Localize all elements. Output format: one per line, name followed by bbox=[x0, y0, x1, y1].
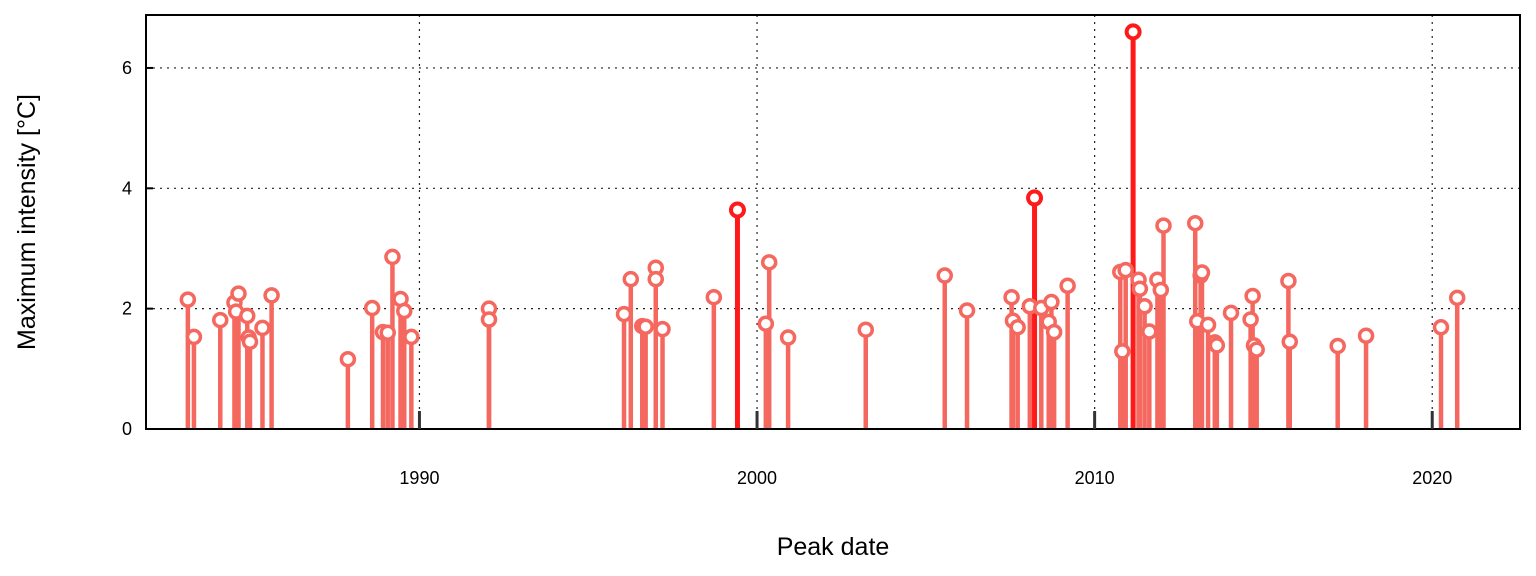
data-point bbox=[185, 328, 203, 346]
data-point bbox=[241, 333, 259, 350]
data-point bbox=[1193, 264, 1211, 281]
data-point bbox=[760, 254, 778, 271]
data-point bbox=[1280, 272, 1297, 290]
data-point bbox=[705, 288, 723, 306]
data-point bbox=[1281, 333, 1299, 350]
data-point bbox=[637, 318, 654, 335]
data-point bbox=[1131, 280, 1149, 298]
data-point bbox=[654, 320, 671, 338]
data-point bbox=[396, 302, 413, 320]
data-point bbox=[1043, 293, 1060, 311]
highlight-point bbox=[1124, 23, 1142, 41]
data-point bbox=[212, 311, 229, 329]
y-tick-label: 0 bbox=[122, 419, 132, 439]
data-point bbox=[1222, 304, 1240, 322]
data-point bbox=[1136, 297, 1153, 315]
data-point bbox=[384, 248, 401, 266]
data-point bbox=[339, 350, 357, 368]
data-point bbox=[622, 270, 640, 288]
data-point bbox=[757, 315, 775, 332]
tick-labels: 0 2 4 6 1990 2000 2010 2020 bbox=[122, 58, 1452, 488]
axis-ticks bbox=[146, 66, 1434, 430]
data-point bbox=[1045, 323, 1063, 341]
x-tick-label: 2000 bbox=[737, 468, 777, 488]
data-point bbox=[1155, 217, 1172, 234]
data-point bbox=[1448, 289, 1466, 307]
highlight-point bbox=[728, 201, 746, 219]
data-point bbox=[779, 329, 797, 346]
y-axis-title: Maximum intensity [°C] bbox=[13, 94, 41, 350]
data-point bbox=[1186, 214, 1204, 232]
data-point bbox=[1114, 343, 1131, 360]
data-point bbox=[615, 305, 633, 323]
highlight-point bbox=[1026, 189, 1044, 207]
data-point bbox=[1244, 287, 1261, 305]
data-point bbox=[480, 311, 498, 328]
y-tick-label: 2 bbox=[122, 299, 132, 319]
grid-lines bbox=[146, 15, 1520, 429]
data-point bbox=[647, 270, 665, 288]
data-point bbox=[1329, 337, 1346, 355]
y-tick-label: 6 bbox=[122, 58, 132, 78]
data-point bbox=[254, 319, 271, 337]
data-point bbox=[1152, 281, 1170, 299]
data-point bbox=[403, 328, 420, 346]
data-point bbox=[1432, 319, 1450, 336]
data-point bbox=[379, 324, 396, 341]
x-tick-label: 2010 bbox=[1075, 468, 1115, 488]
data-point bbox=[1208, 337, 1226, 354]
data-point bbox=[363, 299, 381, 317]
data-point bbox=[230, 285, 247, 302]
stems bbox=[185, 31, 1460, 429]
data-point bbox=[1059, 277, 1076, 295]
y-tick-label: 4 bbox=[122, 178, 132, 198]
data-point bbox=[958, 302, 976, 319]
data-point bbox=[1357, 327, 1375, 344]
plot-frame bbox=[145, 14, 1521, 430]
x-tick-label: 2020 bbox=[1412, 468, 1452, 488]
data-point bbox=[936, 267, 953, 284]
data-point bbox=[263, 287, 280, 304]
x-tick-label: 1990 bbox=[399, 468, 439, 488]
data-point bbox=[179, 291, 197, 308]
data-point bbox=[857, 321, 874, 338]
data-point bbox=[1242, 311, 1259, 328]
markers bbox=[179, 23, 1466, 368]
data-point bbox=[1141, 323, 1158, 340]
data-point bbox=[1117, 261, 1134, 279]
x-axis-title: Peak date bbox=[777, 533, 890, 561]
data-point bbox=[1009, 319, 1026, 336]
data-point bbox=[1003, 288, 1020, 306]
data-point bbox=[239, 307, 256, 325]
data-point bbox=[1248, 341, 1265, 358]
data-point bbox=[1199, 316, 1217, 334]
